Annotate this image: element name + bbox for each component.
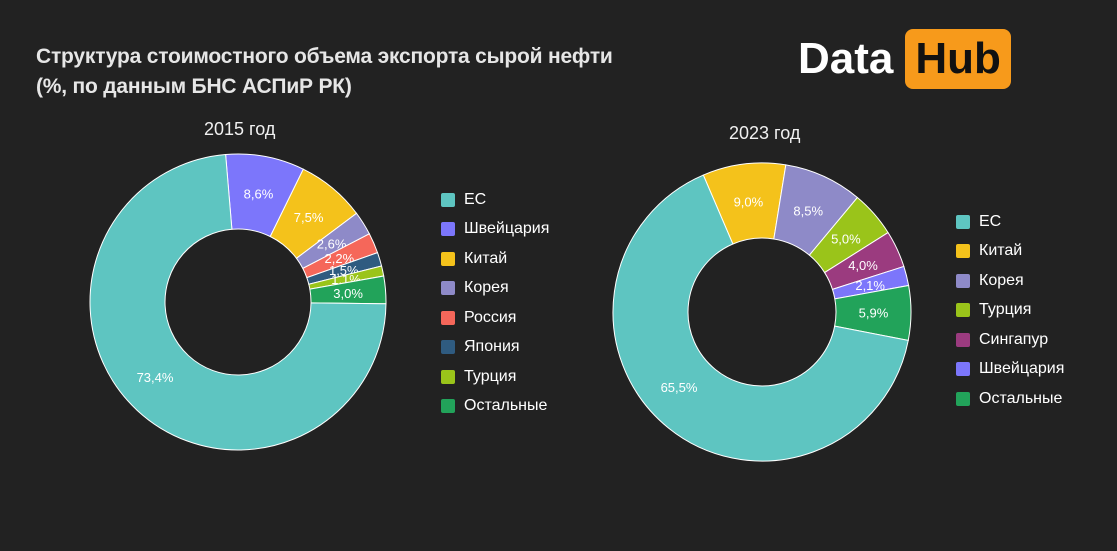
legend-swatch bbox=[441, 369, 455, 384]
legend-item-Остальные: Остальные bbox=[956, 384, 1064, 414]
legend-item-Корея: Корея bbox=[956, 266, 1064, 296]
legend-label: Швейцария bbox=[979, 360, 1065, 378]
legend-item-Швейцария: Швейцария bbox=[956, 355, 1064, 385]
slice-ЕС bbox=[612, 174, 909, 462]
legend-label: Китай bbox=[979, 242, 1023, 260]
logo-text-hub: Hub bbox=[905, 29, 1011, 89]
slice-label-Турция: 5,0% bbox=[831, 232, 861, 247]
legend-label: Швейцария bbox=[464, 220, 550, 238]
legend-swatch bbox=[441, 281, 455, 296]
legend-item-Китай: Китай bbox=[441, 244, 549, 274]
chart-title: Структура стоимостного объема экспорта с… bbox=[36, 42, 613, 102]
legend-swatch bbox=[956, 214, 970, 229]
legend-swatch bbox=[956, 391, 970, 406]
slice-label-Швейцария: 2,1% bbox=[855, 278, 885, 293]
legend-item-Швейцария: Швейцария bbox=[441, 215, 549, 245]
slice-label-Россия: 2,2% bbox=[325, 251, 355, 266]
legend-label: Корея bbox=[979, 271, 1024, 289]
legend-swatch bbox=[956, 244, 970, 259]
legend-swatch bbox=[441, 399, 455, 414]
legend-item-Корея: Корея bbox=[441, 274, 549, 304]
legend-item-Турция: Турция bbox=[956, 296, 1064, 326]
slice-label-Швейцария: 8,6% bbox=[244, 186, 274, 201]
legend-item-ЕС: ЕС bbox=[956, 207, 1064, 237]
legend-item-Сингапур: Сингапур bbox=[956, 325, 1064, 355]
donut-1: 8,6%7,5%2,6%2,2%1,5%1,1%3,0%73,4% bbox=[89, 153, 387, 451]
slice-label-Сингапур: 4,0% bbox=[848, 258, 878, 273]
legend-label: Турция bbox=[979, 301, 1032, 319]
slice-label-ЕС: 73,4% bbox=[137, 370, 174, 385]
slice-label-ЕС: 65,5% bbox=[661, 380, 698, 395]
datahub-logo: Data Hub bbox=[798, 27, 1011, 91]
legend-item-Остальные: Остальные bbox=[441, 392, 549, 422]
legend-swatch bbox=[956, 332, 970, 347]
legend-swatch bbox=[956, 303, 970, 318]
title-line-1: Структура стоимостного объема экспорта с… bbox=[36, 45, 613, 68]
slice-ЕС bbox=[89, 153, 387, 451]
legend-label: Сингапур bbox=[979, 330, 1049, 348]
legend-item-Россия: Россия bbox=[441, 303, 549, 333]
legend-swatch bbox=[956, 273, 970, 288]
legend-item-Китай: Китай bbox=[956, 237, 1064, 267]
logo-text-data: Data bbox=[798, 34, 894, 83]
legend-label: Россия bbox=[464, 308, 517, 326]
legend-swatch bbox=[956, 362, 970, 377]
slice-label-Остальные: 3,0% bbox=[333, 286, 363, 301]
legend-item-Турция: Турция bbox=[441, 362, 549, 392]
legend-item-ЕС: ЕС bbox=[441, 185, 549, 215]
legend-label: Остальные bbox=[464, 397, 548, 415]
legend-2015: ЕС Швейцария Китай Корея Россия Япония Турция О… bbox=[441, 185, 549, 421]
legend-label: ЕС bbox=[464, 190, 487, 208]
donut-2: 9,0% 8,5% 5,0% 4,0% 2,1% 5,9% 65,5% bbox=[612, 162, 912, 462]
legend-item-Япония: Япония bbox=[441, 333, 549, 363]
legend-swatch bbox=[441, 251, 455, 266]
legend-label: Корея bbox=[464, 279, 509, 297]
chart-1-title: 2015 год bbox=[204, 119, 276, 139]
legend-swatch bbox=[441, 310, 455, 325]
slice-label-Китай: 9,0% bbox=[734, 194, 764, 209]
chart-2-title: 2023 год bbox=[729, 123, 801, 143]
legend-swatch bbox=[441, 222, 455, 237]
slice-label-Китай: 7,5% bbox=[294, 210, 324, 225]
legend-label: Турция bbox=[464, 367, 517, 385]
legend-swatch bbox=[441, 192, 455, 207]
legend-label: Китай bbox=[464, 249, 508, 267]
legend-label: Остальные bbox=[979, 389, 1063, 407]
legend-label: ЕС bbox=[979, 212, 1002, 230]
legend-label: Япония bbox=[464, 338, 520, 356]
title-line-2: (%, по данным БНС АСПиР РК) bbox=[36, 75, 352, 98]
slice-label-Остальные: 5,9% bbox=[859, 306, 889, 321]
legend-swatch bbox=[441, 340, 455, 355]
legend-2023: ЕС Китай Корея Турция Сингапур Швейцария Остал… bbox=[956, 207, 1064, 414]
slice-label-Корея: 2,6% bbox=[317, 236, 347, 251]
slice-label-Корея: 8,5% bbox=[793, 204, 823, 219]
